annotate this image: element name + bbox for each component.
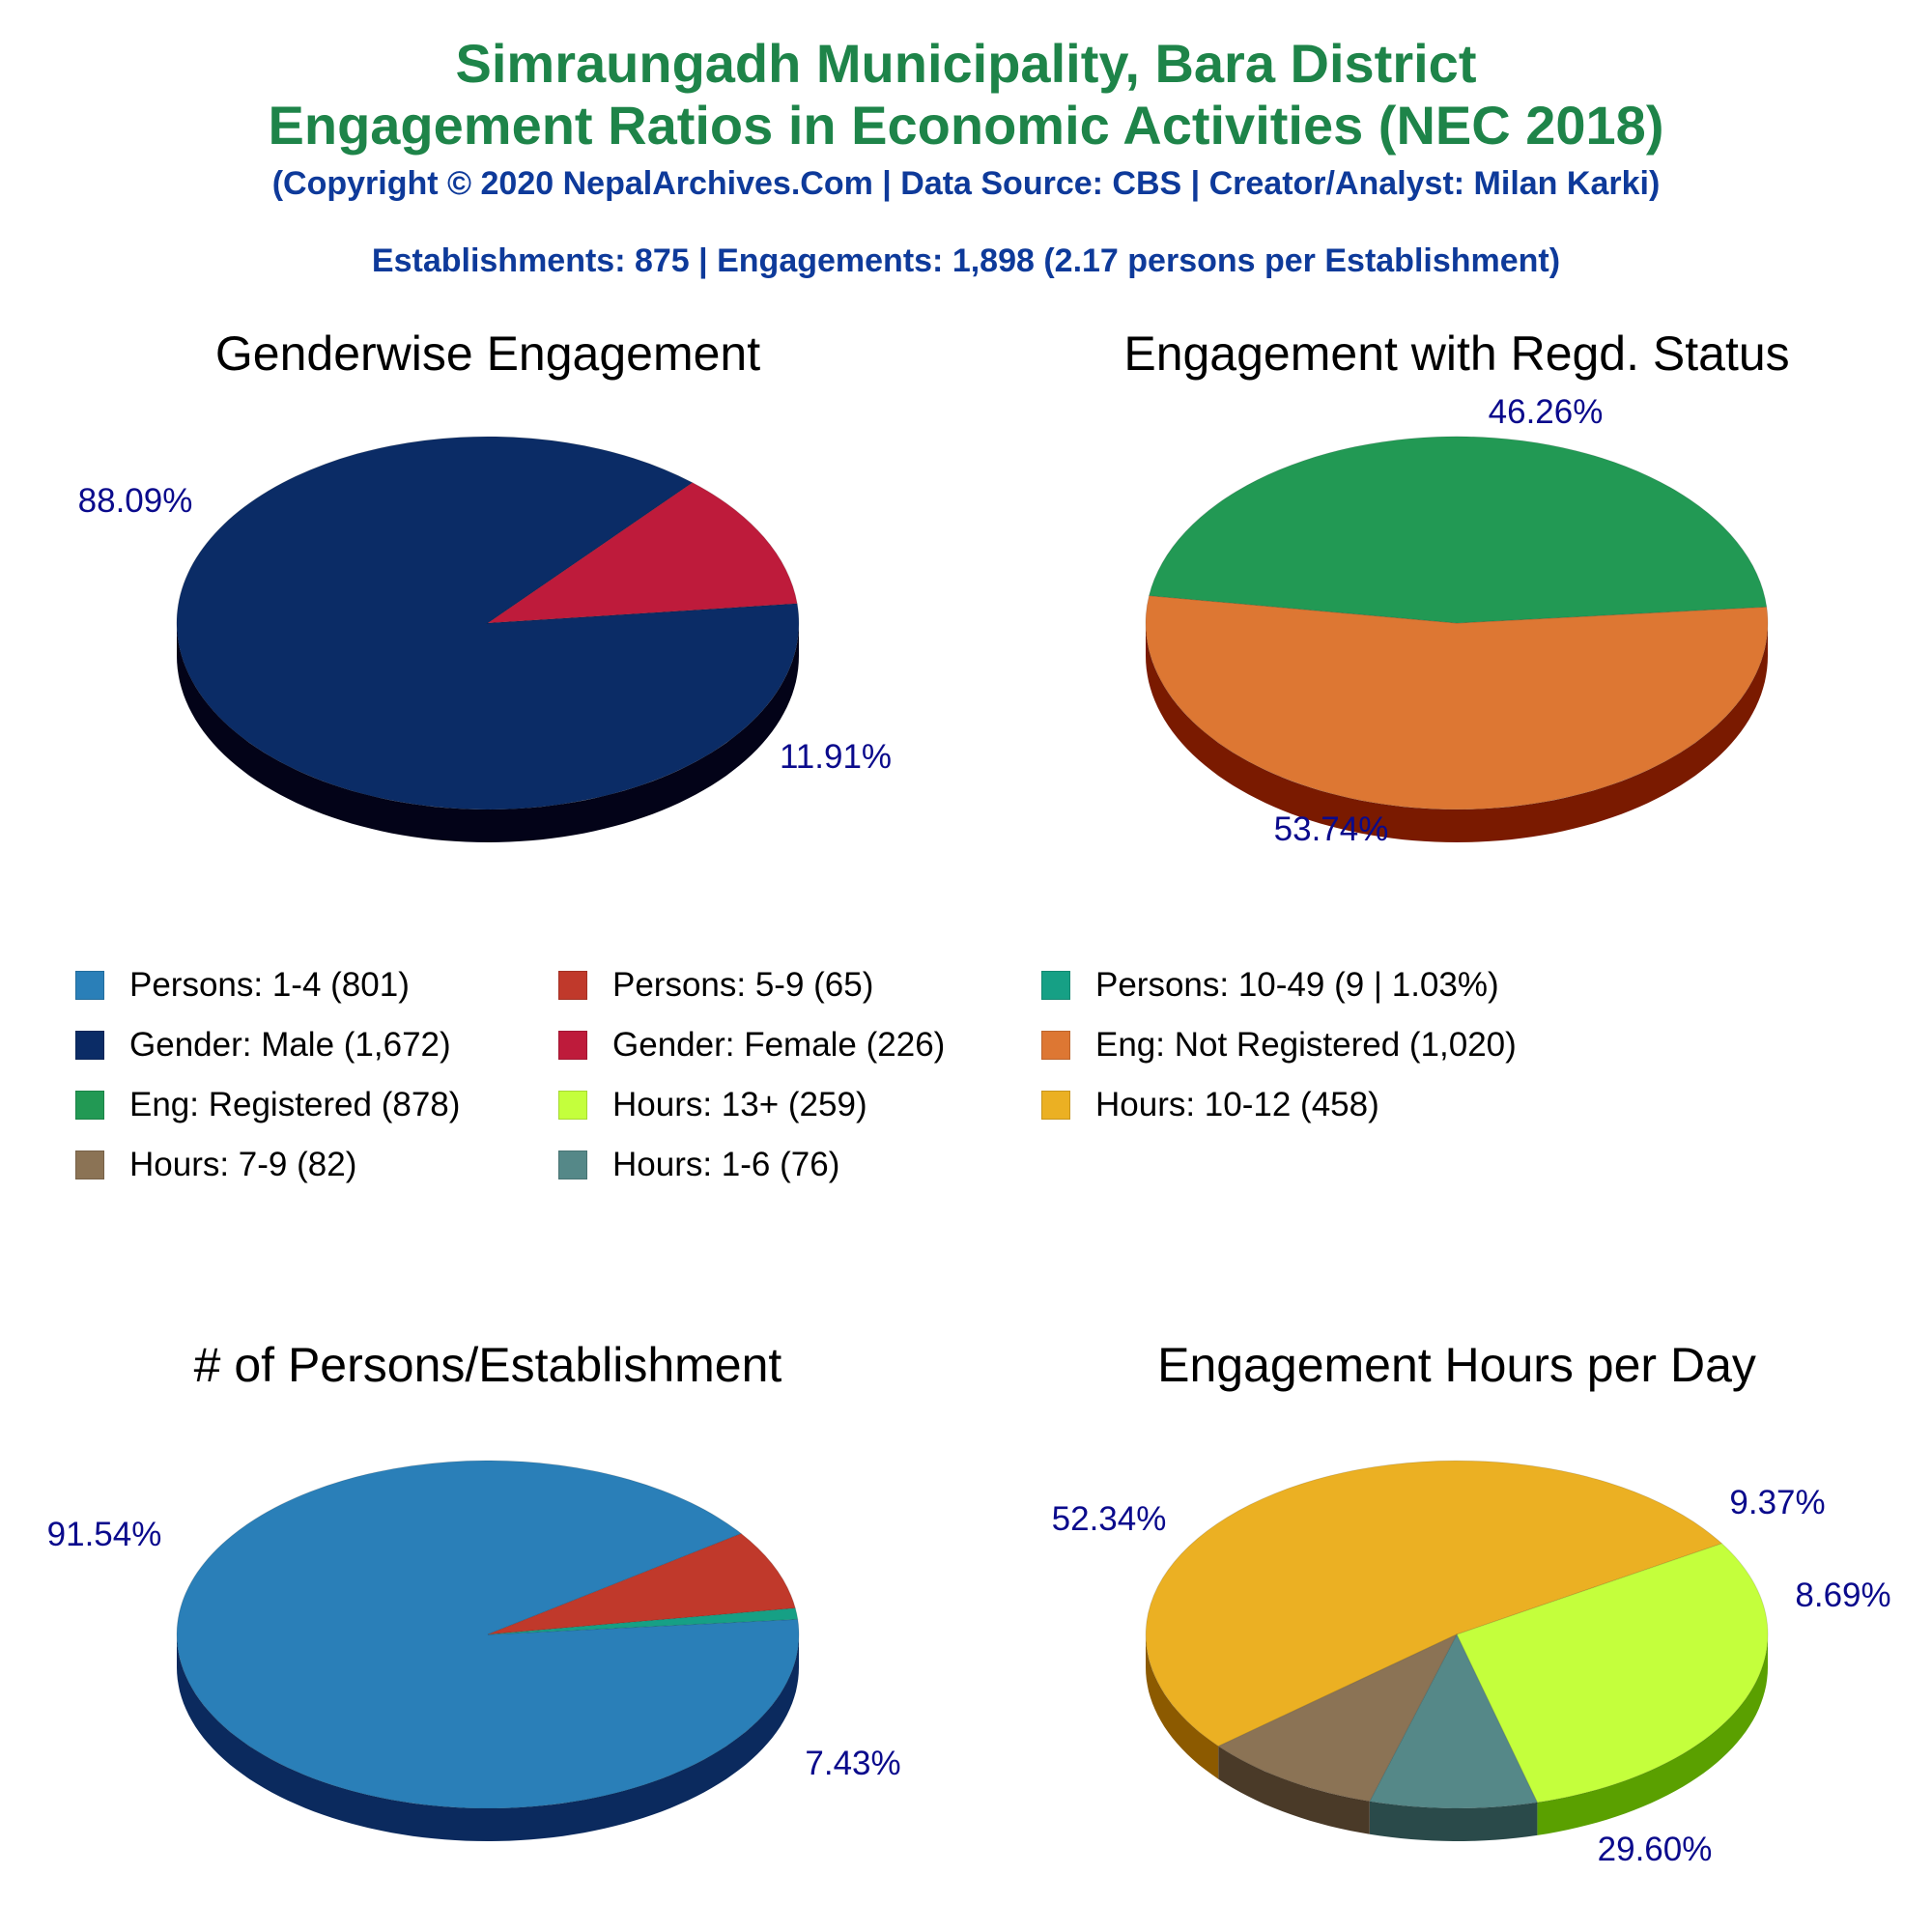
pie-slice <box>176 1460 800 1809</box>
pie-chart: # of Persons/Establishment 91.54% 7.43% <box>47 1338 901 1841</box>
legend-label: Persons: 10-49 (9 | 1.03%) <box>1095 966 1499 1004</box>
legend-label: Persons: 5-9 (65) <box>612 966 874 1004</box>
legend-label: Hours: 13+ (259) <box>612 1086 867 1123</box>
legend-label: Hours: 7-9 (82) <box>129 1146 357 1183</box>
pie-slice <box>1217 1633 1459 1803</box>
legend-swatch <box>558 1091 587 1120</box>
legend-label: Persons: 1-4 (801) <box>129 966 410 1004</box>
chart-title: Engagement with Regd. Status <box>1123 327 1789 381</box>
pie-side <box>1537 1634 1768 1835</box>
legend-item: Hours: 1-6 (76) <box>558 1141 839 1189</box>
legend-item: Hours: 7-9 (82) <box>75 1141 356 1189</box>
slice-label: 53.74% <box>1274 810 1389 848</box>
legend-item: Eng: Not Registered (1,020) <box>1041 1021 1517 1069</box>
legend-label: Gender: Male (1,672) <box>129 1026 451 1064</box>
pie-side <box>177 1634 799 1841</box>
legend-swatch <box>1041 1091 1070 1120</box>
slice-label: 91.54% <box>47 1516 162 1553</box>
chart-title: Engagement Hours per Day <box>1157 1338 1756 1392</box>
legend-swatch <box>1041 1031 1070 1060</box>
legend-label: Hours: 1-6 (76) <box>612 1146 840 1183</box>
legend-label: Eng: Not Registered (1,020) <box>1095 1026 1517 1064</box>
legend-item: Persons: 5-9 (65) <box>558 961 873 1009</box>
legend-item: Persons: 1-4 (801) <box>75 961 410 1009</box>
slice-label: 52.34% <box>1052 1500 1167 1538</box>
legend-label: Hours: 10-12 (458) <box>1095 1086 1379 1123</box>
pie-chart: Genderwise Engagement 88.09% 11.91% <box>78 327 892 842</box>
slice-label: 46.26% <box>1489 393 1604 431</box>
pie-slice <box>487 1607 799 1635</box>
pie-side <box>1146 1634 1219 1779</box>
pie-chart: Engagement with Regd. Status 53.74% 46.26% <box>1123 327 1789 848</box>
pie-slice <box>1456 1543 1769 1804</box>
legend-item: Hours: 10-12 (458) <box>1041 1081 1379 1129</box>
pie-slice <box>176 436 800 810</box>
legend-swatch <box>558 1151 587 1179</box>
slice-label: 8.69% <box>1795 1577 1890 1614</box>
pie-side <box>1369 1801 1538 1841</box>
slice-label: 9.37% <box>1729 1484 1825 1521</box>
slice-label: 11.91% <box>780 738 892 776</box>
legend-swatch <box>75 1151 104 1179</box>
legend-swatch <box>75 1091 104 1120</box>
copyright-line: (Copyright © 2020 NepalArchives.Com | Da… <box>271 165 1661 202</box>
pie-side <box>1218 1746 1370 1834</box>
chart-title: # of Persons/Establishment <box>194 1338 782 1392</box>
legend-label: Eng: Registered (878) <box>129 1086 461 1123</box>
title-line-2: Engagement Ratios in Economic Activities… <box>268 95 1664 156</box>
pie-slice <box>1369 1633 1539 1809</box>
legend-swatch <box>75 1031 104 1060</box>
pie-chart: Engagement Hours per Day 52.34% 29.60% 8.69… <box>1052 1338 1891 1868</box>
pie-slice <box>1145 1460 1723 1747</box>
summary-line: Establishments: 875 | Engagements: 1,898… <box>371 242 1561 279</box>
legend-swatch <box>558 1031 587 1060</box>
pie-side <box>1146 623 1768 842</box>
slice-label: 29.60% <box>1598 1831 1713 1868</box>
legend-swatch <box>75 971 104 1000</box>
legend-swatch <box>558 971 587 1000</box>
slice-label: 7.43% <box>805 1745 900 1782</box>
title-line-1: Simraungadh Municipality, Bara District <box>455 33 1477 94</box>
legend-item: Hours: 13+ (259) <box>558 1081 867 1129</box>
pie-slice <box>1148 436 1768 624</box>
pie-slice <box>486 482 798 624</box>
legend-swatch <box>1041 971 1070 1000</box>
pie-side <box>177 623 799 842</box>
slice-label: 88.09% <box>78 482 193 520</box>
legend-label: Gender: Female (226) <box>612 1026 946 1064</box>
pie-slice <box>487 1533 796 1635</box>
legend-item: Gender: Female (226) <box>558 1021 945 1069</box>
legend-item: Gender: Male (1,672) <box>75 1021 451 1069</box>
legend-item: Persons: 10-49 (9 | 1.03%) <box>1041 961 1499 1009</box>
chart-title: Genderwise Engagement <box>215 327 760 381</box>
legend-item: Eng: Registered (878) <box>75 1081 460 1129</box>
pie-slice <box>1145 595 1769 810</box>
